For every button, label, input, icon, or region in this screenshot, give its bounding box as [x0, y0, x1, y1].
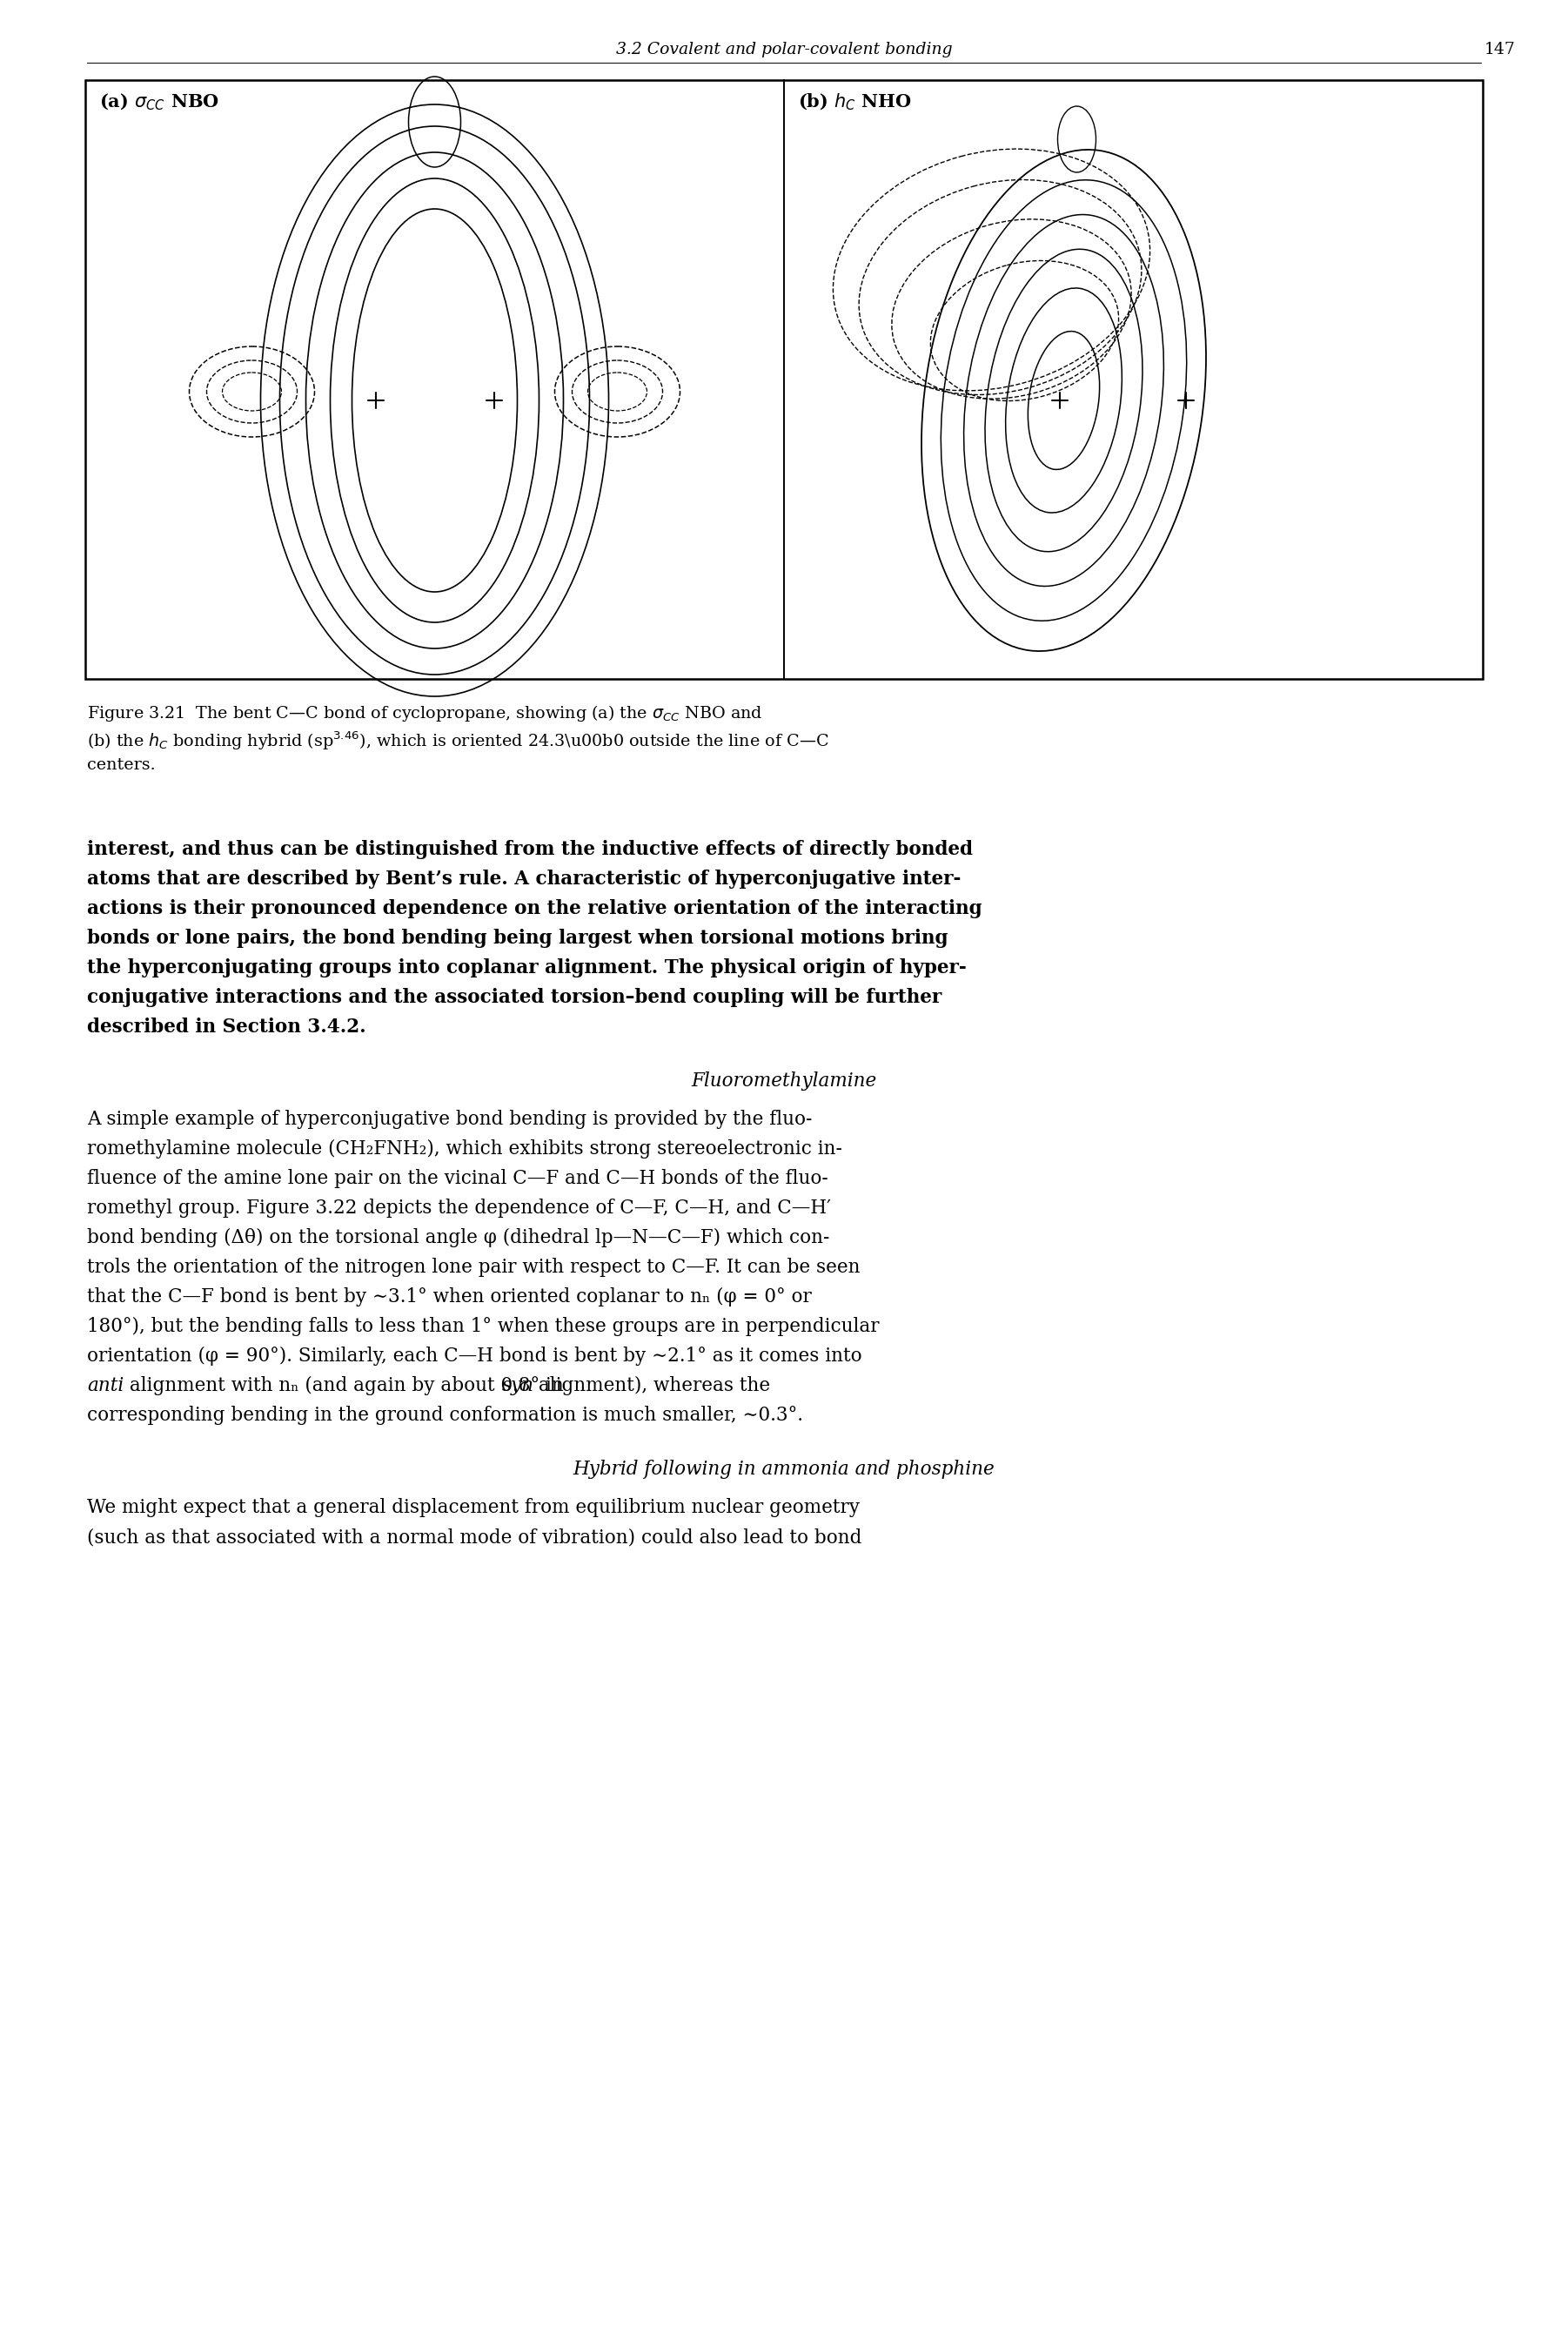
Text: (b) $h_C$ NHO: (b) $h_C$ NHO [798, 92, 913, 113]
Text: described in Section 3.4.2.: described in Section 3.4.2. [86, 1018, 365, 1037]
Text: We might expect that a general displacement from equilibrium nuclear geometry: We might expect that a general displacem… [86, 1498, 859, 1516]
Text: the hyperconjugating groups into coplanar alignment. The physical origin of hype: the hyperconjugating groups into coplana… [86, 959, 966, 978]
Text: atoms that are described by Bent’s rule. A characteristic of hyperconjugative in: atoms that are described by Bent’s rule.… [86, 870, 961, 889]
Text: romethyl group. Figure 3.22 depicts the dependence of C—F, C—H, and C—H′: romethyl group. Figure 3.22 depicts the … [86, 1199, 831, 1218]
Text: romethylamine molecule (CH₂FNH₂), which exhibits strong stereoelectronic in-: romethylamine molecule (CH₂FNH₂), which … [86, 1140, 842, 1159]
Text: 3.2 Covalent and polar-covalent bonding: 3.2 Covalent and polar-covalent bonding [616, 42, 952, 56]
Text: Fluoromethylamine: Fluoromethylamine [691, 1072, 877, 1091]
Text: centers.: centers. [86, 757, 155, 773]
Text: A simple example of hyperconjugative bond bending is provided by the fluo-: A simple example of hyperconjugative bon… [86, 1110, 812, 1128]
Text: anti: anti [86, 1375, 124, 1394]
Text: alignment with nₙ (and again by about 0.8° in: alignment with nₙ (and again by about 0.… [124, 1375, 569, 1396]
Text: 180°), but the bending falls to less than 1° when these groups are in perpendicu: 180°), but the bending falls to less tha… [86, 1317, 880, 1335]
Text: bonds or lone pairs, the bond bending being largest when torsional motions bring: bonds or lone pairs, the bond bending be… [86, 929, 949, 947]
Text: syn: syn [502, 1375, 535, 1394]
Text: Figure 3.21  The bent C—C bond of cyclopropane, showing (a) the $\sigma_{CC}$ NB: Figure 3.21 The bent C—C bond of cyclopr… [86, 703, 762, 724]
Text: Hybrid following in ammonia and phosphine: Hybrid following in ammonia and phosphin… [572, 1460, 996, 1479]
Text: (b) the $h_C$ bonding hybrid (sp$^{3.46}$), which is oriented 24.3\u00b0 outside: (b) the $h_C$ bonding hybrid (sp$^{3.46}… [86, 731, 829, 752]
Text: orientation (φ = 90°). Similarly, each C—H bond is bent by ∼2.1° as it comes int: orientation (φ = 90°). Similarly, each C… [86, 1347, 862, 1366]
Text: conjugative interactions and the associated torsion–bend coupling will be furthe: conjugative interactions and the associa… [86, 987, 942, 1006]
Text: 147: 147 [1485, 42, 1516, 56]
Text: bond bending (Δθ) on the torsional angle φ (dihedral lp—N—C—F) which con-: bond bending (Δθ) on the torsional angle… [86, 1227, 829, 1248]
Text: actions is their pronounced dependence on the relative orientation of the intera: actions is their pronounced dependence o… [86, 898, 982, 919]
Text: (a) $\sigma_{CC}$ NBO: (a) $\sigma_{CC}$ NBO [99, 92, 220, 113]
Text: (such as that associated with a normal mode of vibration) could also lead to bon: (such as that associated with a normal m… [86, 1528, 862, 1547]
Text: trols the orientation of the nitrogen lone pair with respect to C—F. It can be s: trols the orientation of the nitrogen lo… [86, 1258, 861, 1277]
Text: interest, and thus can be distinguished from the inductive effects of directly b: interest, and thus can be distinguished … [86, 839, 972, 858]
Text: that the C—F bond is bent by ∼3.1° when oriented coplanar to nₙ (φ = 0° or: that the C—F bond is bent by ∼3.1° when … [86, 1288, 812, 1307]
Text: alignment), whereas the: alignment), whereas the [533, 1375, 770, 1396]
Bar [85, 80, 1483, 679]
Text: fluence of the amine lone pair on the vicinal C—F and C—H bonds of the fluo-: fluence of the amine lone pair on the vi… [86, 1168, 828, 1187]
Text: corresponding bending in the ground conformation is much smaller, ∼0.3°.: corresponding bending in the ground conf… [86, 1406, 803, 1425]
